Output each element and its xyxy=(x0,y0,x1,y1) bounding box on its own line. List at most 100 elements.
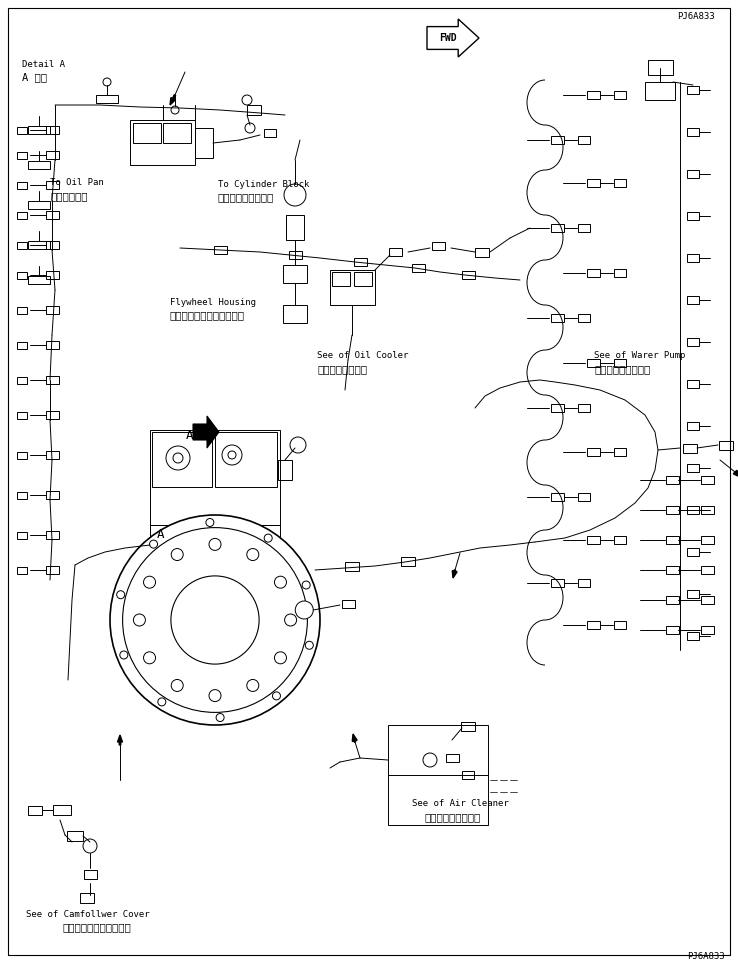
Bar xyxy=(289,251,302,259)
Circle shape xyxy=(171,680,183,691)
Bar xyxy=(28,805,42,815)
Text: Flywheel Housing: Flywheel Housing xyxy=(170,298,256,306)
Bar xyxy=(412,264,424,272)
Bar xyxy=(150,525,280,543)
Bar xyxy=(17,491,27,499)
Bar xyxy=(264,129,276,137)
Circle shape xyxy=(83,839,97,853)
Bar xyxy=(53,805,71,815)
Bar xyxy=(17,242,27,248)
Bar xyxy=(388,725,488,825)
Bar xyxy=(687,86,699,94)
Bar xyxy=(332,272,350,286)
Bar xyxy=(614,448,626,456)
Bar xyxy=(700,626,714,634)
Bar xyxy=(648,60,673,75)
Text: See of Warer Pump: See of Warer Pump xyxy=(594,351,686,360)
Bar xyxy=(578,579,590,587)
Bar xyxy=(687,422,699,430)
Bar xyxy=(28,161,50,169)
Text: See of Oil Cooler: See of Oil Cooler xyxy=(317,351,409,360)
Bar xyxy=(666,626,678,634)
Bar xyxy=(614,269,626,277)
Circle shape xyxy=(209,690,221,702)
Bar xyxy=(587,179,599,187)
Bar xyxy=(46,211,58,219)
Circle shape xyxy=(275,652,286,664)
Bar xyxy=(28,276,50,284)
Circle shape xyxy=(245,123,255,133)
Text: See of Air Cleaner: See of Air Cleaner xyxy=(412,799,508,808)
Circle shape xyxy=(206,518,214,527)
Bar xyxy=(345,561,359,570)
Bar xyxy=(446,754,458,762)
Circle shape xyxy=(295,601,313,619)
Bar xyxy=(700,506,714,514)
Bar xyxy=(551,493,564,501)
Bar xyxy=(462,771,474,779)
Bar xyxy=(587,536,599,544)
Bar xyxy=(687,632,699,640)
Bar xyxy=(587,269,599,277)
Circle shape xyxy=(209,538,221,551)
Bar xyxy=(401,557,415,565)
FancyArrow shape xyxy=(117,735,123,745)
Bar xyxy=(432,242,444,250)
Bar xyxy=(700,476,714,484)
Bar xyxy=(687,380,699,388)
Circle shape xyxy=(222,445,242,465)
Bar xyxy=(461,721,475,731)
Bar xyxy=(687,338,699,346)
Bar xyxy=(578,314,590,322)
Text: ウォータポンプ参照: ウォータポンプ参照 xyxy=(594,364,650,374)
Bar xyxy=(666,536,678,544)
FancyArrow shape xyxy=(352,734,357,742)
Circle shape xyxy=(246,549,259,560)
Text: A 詳細: A 詳細 xyxy=(22,72,47,82)
Text: To Oil Pan: To Oil Pan xyxy=(50,178,104,187)
Circle shape xyxy=(306,641,314,649)
Bar xyxy=(46,566,58,574)
Bar xyxy=(578,224,590,232)
Bar xyxy=(687,212,699,220)
FancyArrow shape xyxy=(452,570,457,578)
Bar xyxy=(687,296,699,304)
Circle shape xyxy=(117,590,125,599)
Bar xyxy=(578,493,590,501)
Bar xyxy=(46,241,58,249)
Text: Detail A: Detail A xyxy=(22,60,65,68)
Bar xyxy=(330,270,375,305)
Circle shape xyxy=(246,680,259,691)
Circle shape xyxy=(173,453,183,463)
Bar xyxy=(614,621,626,629)
Bar xyxy=(247,105,261,115)
Bar xyxy=(614,359,626,367)
Circle shape xyxy=(228,451,236,459)
Bar xyxy=(666,476,678,484)
Bar xyxy=(67,831,83,841)
Circle shape xyxy=(285,614,297,626)
Bar xyxy=(283,265,307,283)
Bar xyxy=(28,241,50,249)
Bar xyxy=(286,215,304,240)
Bar xyxy=(283,305,307,323)
Bar xyxy=(551,579,564,587)
Bar xyxy=(46,181,58,189)
Bar xyxy=(46,306,58,314)
Circle shape xyxy=(158,698,166,706)
Bar xyxy=(46,376,58,384)
Circle shape xyxy=(143,652,156,664)
Text: FWD: FWD xyxy=(439,33,457,43)
Bar xyxy=(46,451,58,459)
Bar xyxy=(614,179,626,187)
Bar xyxy=(17,306,27,314)
Bar xyxy=(587,91,599,99)
Text: A: A xyxy=(157,528,165,540)
Circle shape xyxy=(242,95,252,105)
Bar xyxy=(152,432,212,487)
Bar xyxy=(195,128,213,158)
Bar xyxy=(666,506,678,514)
Text: フライホイールハウジング: フライホイールハウジング xyxy=(170,310,245,320)
Bar xyxy=(17,151,27,159)
Text: To Cylinder Block: To Cylinder Block xyxy=(218,180,309,189)
